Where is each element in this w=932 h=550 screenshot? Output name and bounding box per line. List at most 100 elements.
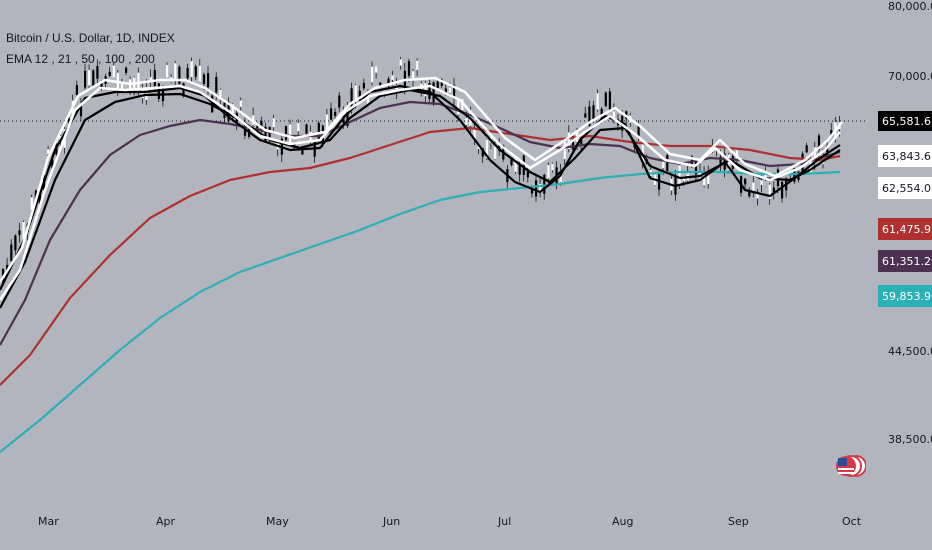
candle-body [186, 67, 189, 79]
candle-body [805, 145, 808, 153]
ema-value-labels: 63,843.65 62,554.08 61,475.92 61,351.29 59,8… [878, 145, 932, 307]
candle-body [727, 154, 730, 171]
badge-flag-stripe [838, 472, 854, 474]
last-price-label-bg [878, 111, 932, 131]
candle-body [379, 82, 382, 87]
candle-body [371, 66, 374, 83]
candle-body [198, 65, 201, 82]
x-tick-label: May [266, 515, 289, 528]
candle-body [543, 174, 546, 194]
candle-body [207, 73, 210, 88]
candle-body [461, 98, 464, 111]
candle-body [612, 111, 616, 120]
candle-body [608, 91, 611, 111]
candle-body [88, 70, 91, 86]
candle-body [444, 88, 447, 95]
symbol-title[interactable]: Bitcoin / U.S. Dollar, 1D, INDEX [6, 31, 175, 45]
ema200-line [0, 170, 841, 453]
candle-body [84, 70, 87, 88]
candle-body [748, 189, 751, 197]
candle-body [346, 109, 349, 127]
candle-body [514, 158, 517, 172]
candle-body [67, 117, 70, 122]
candle-body [301, 148, 304, 155]
candle-body [473, 129, 476, 140]
candle-body [149, 77, 152, 83]
candle-body [826, 145, 829, 158]
candle-body [539, 183, 542, 193]
candle-body [448, 87, 452, 93]
candle-body [436, 81, 439, 88]
candle-body [690, 156, 693, 164]
candle-body [744, 178, 747, 185]
badge-flag-canton [838, 458, 847, 466]
candle-body [407, 61, 411, 76]
x-tick-label: Jul [497, 515, 511, 528]
candle-body [239, 100, 242, 107]
candle-body [334, 111, 337, 116]
candle-body [719, 156, 722, 167]
ema100-line [0, 126, 841, 386]
candle-body [465, 117, 468, 125]
candle-body [678, 165, 681, 186]
candle-body [547, 165, 550, 179]
candle-body [416, 60, 419, 70]
candle-body [194, 66, 197, 77]
ema-label-bg [878, 177, 932, 199]
candle-body [153, 69, 156, 86]
candle-body [166, 64, 169, 78]
candle-body [96, 66, 99, 79]
candle-body [813, 147, 816, 164]
candle-body [596, 93, 599, 110]
candle-body [756, 192, 759, 199]
candle-body [494, 146, 497, 160]
ema_white2-line [0, 76, 843, 283]
candle-body [424, 83, 427, 97]
candle-body [481, 148, 484, 157]
candle-body [51, 159, 54, 169]
last-price-label-text: 65,581.63 [882, 115, 932, 128]
candle-body [305, 124, 308, 134]
candle-body [100, 82, 103, 88]
last-price-label: 65,581.63 [878, 111, 932, 131]
ema-label-text: 61,475.92 [882, 223, 932, 236]
candle-body [535, 180, 538, 197]
candle-body [588, 106, 591, 126]
candle-body [272, 118, 275, 128]
ema-label-bg [878, 145, 932, 167]
x-tick-label: Aug [612, 515, 633, 528]
candle-body [145, 87, 148, 100]
candle-body [768, 184, 771, 199]
candle-body [453, 84, 456, 99]
candle-body [112, 65, 115, 78]
indicator-title[interactable]: EMA 12 , 21 , 50 , 100 , 200 [6, 52, 155, 66]
candle-body [350, 88, 353, 107]
candle-body [338, 95, 341, 108]
candle-body [485, 139, 488, 159]
candle-body [79, 104, 83, 117]
candle-body [666, 155, 669, 172]
ema12-line [0, 84, 841, 291]
candle-body [580, 139, 583, 145]
candle-body [125, 67, 128, 73]
x-tick-label: Sep [728, 515, 749, 528]
candle-body [563, 141, 566, 160]
ema50-line [0, 100, 841, 346]
candle-body [284, 126, 288, 140]
candle-body [817, 135, 821, 150]
us-flag-badge-icon[interactable] [836, 446, 866, 486]
candle-body [551, 163, 554, 171]
candle-body [522, 155, 525, 175]
candle-body [120, 81, 124, 91]
badge-flag-stripe [838, 468, 854, 470]
candle-body [567, 132, 570, 149]
candle-body [375, 66, 378, 73]
candle-body [92, 70, 95, 88]
candle-body [584, 113, 587, 118]
candle-body [510, 159, 513, 166]
chart-legend: Bitcoin / U.S. Dollar, 1D, INDEX EMA 12 … [6, 28, 175, 70]
candle-body [637, 125, 640, 137]
candle-body [358, 90, 361, 101]
candle-body [14, 235, 17, 251]
